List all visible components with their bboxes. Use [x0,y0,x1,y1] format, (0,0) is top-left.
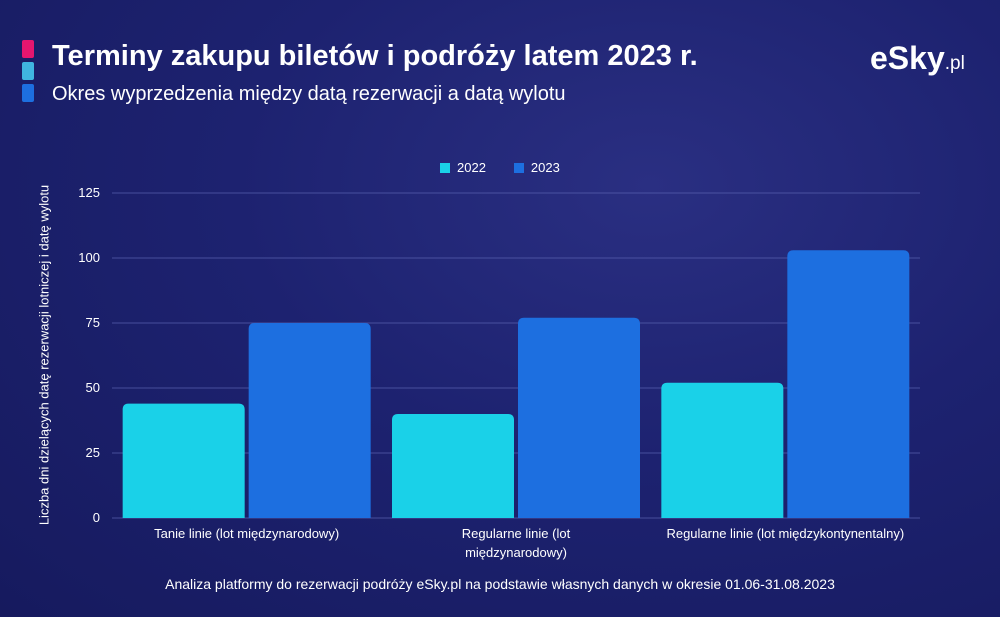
chart-legend: 2022 2023 [440,160,560,175]
legend-label-2022: 2022 [457,160,486,175]
logo-main: eSky [870,40,945,76]
bar-2022-2 [661,382,784,518]
legend-swatch-2023 [513,162,524,173]
x-tick-label-1-1: międzynarodowy) [465,545,567,560]
legend-label-2023: 2023 [530,160,560,175]
legend-item-2022: 2022 [440,160,486,175]
accent-bar-pink [22,40,34,58]
y-tick-label-100: 100 [78,250,100,265]
x-tick-label-1-0: Regularne linie (lot [462,526,571,541]
y-tick-label-75: 75 [86,315,100,330]
bar-2022-1 [392,414,514,518]
y-tick-label-0: 0 [93,510,100,525]
page-subtitle: Okres wyprzedzenia między datą rezerwacj… [52,83,566,105]
y-tick-label-25: 25 [86,445,100,460]
bar-2023-2 [787,250,910,518]
accent-bar-blue [22,84,34,102]
legend-item-2023: 2023 [513,160,560,175]
y-tick-label-50: 50 [86,380,100,395]
x-tick-label-2-0: Regularne linie (lot międzykontynentalny… [666,526,904,541]
x-tick-label-0-0: Tanie linie (lot międzynarodowy) [154,526,339,541]
footer-note: Analiza platformy do rezerwacji podróży … [165,576,835,592]
esky-logo: eSky.pl [870,40,990,80]
bar-2023-0 [248,323,371,518]
legend-swatch-2022 [440,162,450,173]
logo-suffix: .pl [944,53,965,74]
bar-2023-1 [518,317,640,518]
bar-2022-0 [122,403,245,518]
page-title: Terminy zakupu biletów i podróży latem 2… [52,40,698,72]
accent-bars [22,40,34,106]
accent-bar-light-blue [22,62,34,80]
y-tick-label-125: 125 [78,185,100,200]
